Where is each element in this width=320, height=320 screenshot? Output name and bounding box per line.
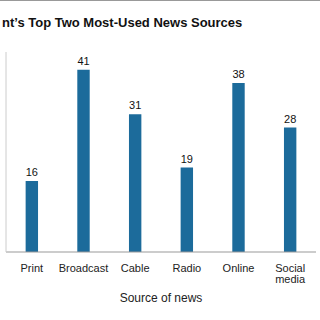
svg-text:Source of news: Source of news [120, 291, 203, 305]
svg-text:41: 41 [77, 55, 89, 67]
svg-text:Radio: Radio [172, 262, 201, 274]
html-text:nt’s Top Two Most-Used News So: nt’s Top Two Most-Used News Sources [2, 15, 243, 30]
svg-text:Socialmedia: Socialmedia [275, 262, 306, 285]
svg-text:Broadcast: Broadcast [59, 262, 109, 274]
svg-text:Online: Online [223, 262, 255, 274]
svg-text:Print: Print [21, 262, 44, 274]
svg-text:Cable: Cable [121, 262, 150, 274]
svg-text:28: 28 [284, 113, 296, 125]
svg-text:38: 38 [232, 68, 244, 80]
svg-text:16: 16 [26, 166, 38, 178]
svg-text:31: 31 [129, 99, 141, 111]
svg-text:19: 19 [181, 153, 193, 165]
